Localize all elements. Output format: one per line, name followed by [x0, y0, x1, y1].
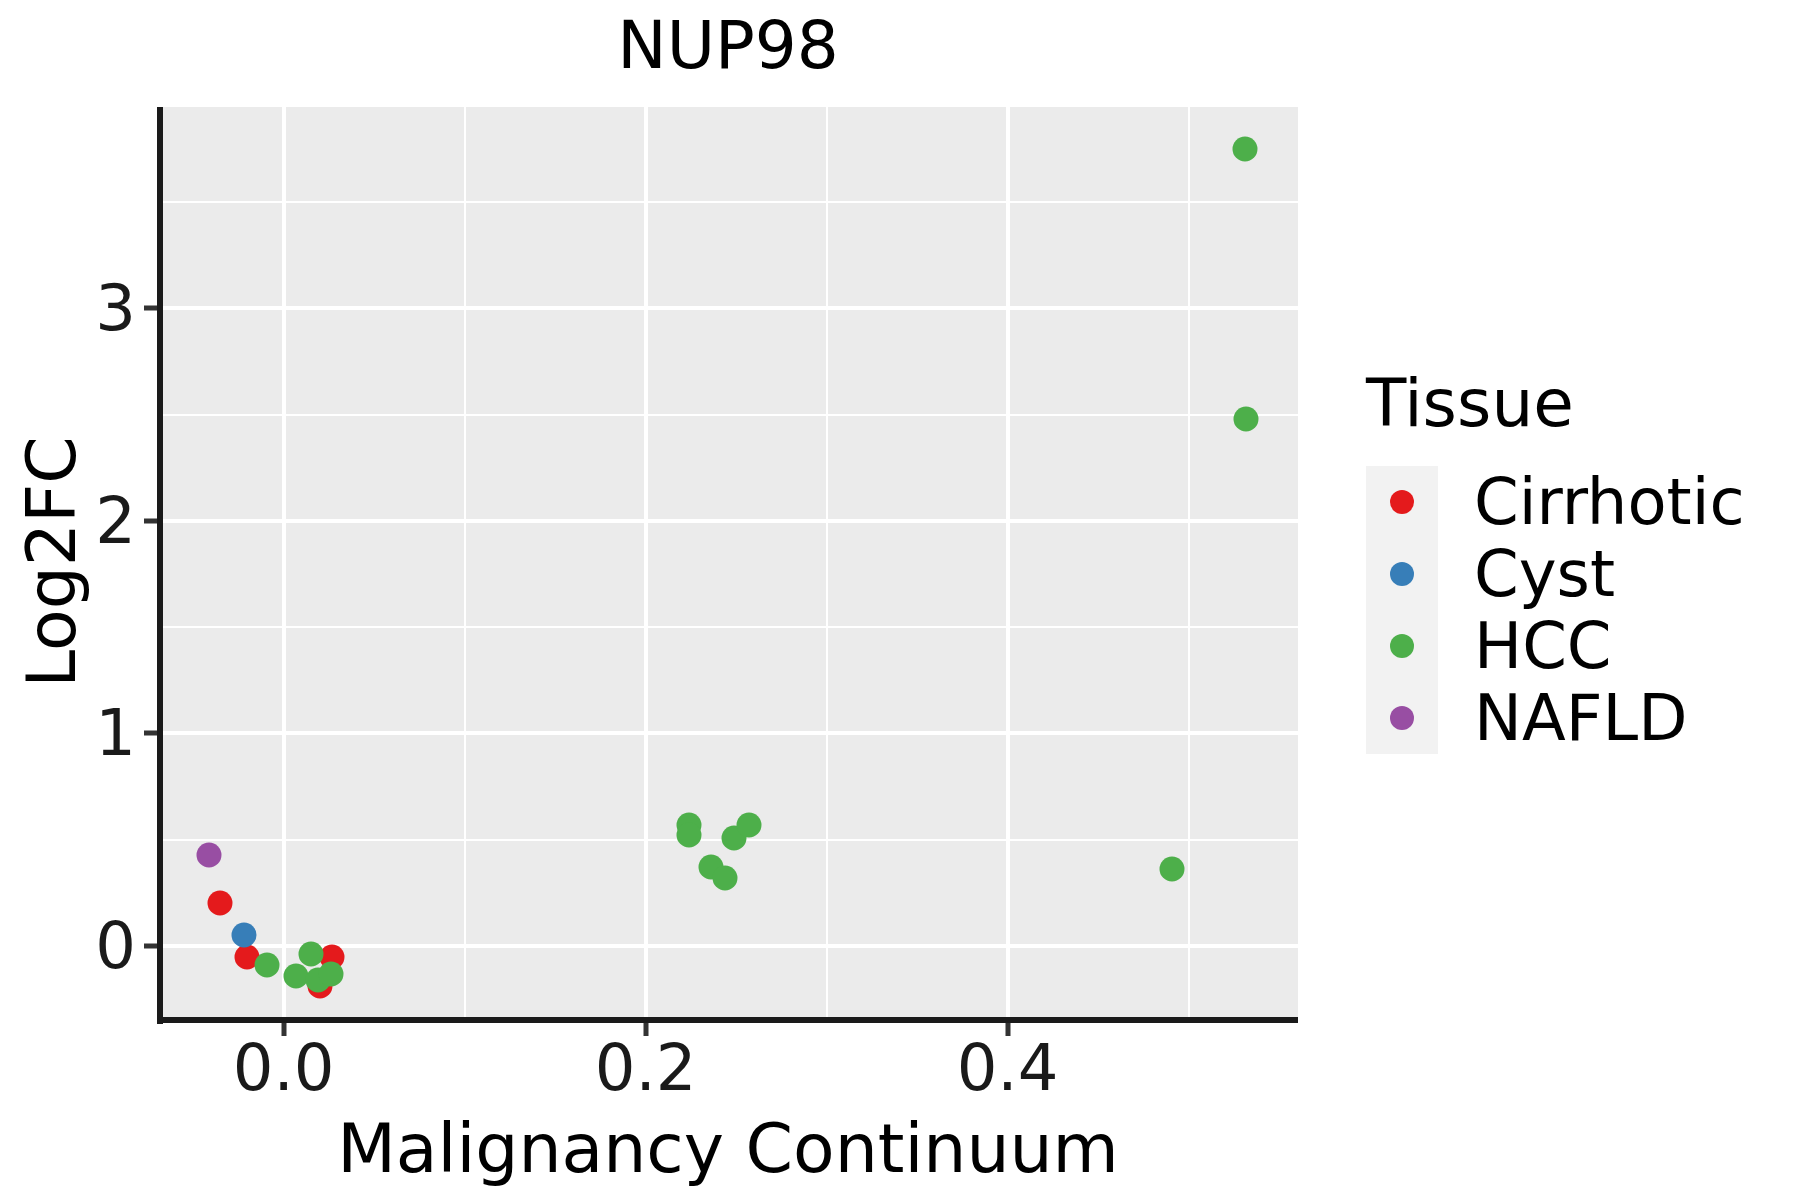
y-tick-mark — [144, 518, 157, 523]
x-tick-label: 0.2 — [595, 1036, 697, 1100]
legend-item-cyst: Cyst — [1366, 538, 1745, 610]
minor-gridline-y — [158, 201, 1298, 203]
legend-key — [1366, 538, 1438, 610]
data-point-hcc — [676, 823, 701, 848]
y-tick-label: 0 — [95, 914, 136, 978]
major-gridline-y — [158, 731, 1298, 735]
major-gridline-y — [158, 306, 1298, 310]
data-point-hcc — [255, 953, 280, 978]
major-gridline-y — [158, 519, 1298, 523]
plot-area — [158, 107, 1298, 1018]
minor-gridline-x — [826, 107, 828, 1018]
cirrhotic-legend-dot-icon — [1390, 490, 1414, 514]
figure: NUP98 0.0 0.2 0.4 0 1 2 3 Malignancy Continuum… — [0, 0, 1800, 1200]
y-tick-label: 1 — [95, 701, 136, 765]
minor-gridline-y — [158, 414, 1298, 416]
data-point-hcc — [1232, 137, 1257, 162]
legend-item-label: NAFLD — [1474, 686, 1687, 750]
legend-key — [1366, 466, 1438, 538]
y-axis-title: Log2FC — [15, 436, 90, 687]
data-point-hcc — [1234, 406, 1259, 431]
minor-gridline-x — [1188, 107, 1190, 1018]
x-axis-title: Malignancy Continuum — [158, 1112, 1298, 1187]
y-tick-label: 2 — [95, 489, 136, 553]
major-gridline-x — [644, 107, 648, 1018]
data-point-hcc — [318, 961, 343, 986]
legend-item-hcc: HCC — [1366, 610, 1745, 682]
chart-title: NUP98 — [158, 10, 1298, 83]
y-tick-mark — [144, 731, 157, 736]
legend-item-label: Cyst — [1474, 542, 1615, 606]
legend-item-cirrhotic: Cirrhotic — [1366, 466, 1745, 538]
legend-item-label: Cirrhotic — [1474, 470, 1745, 534]
major-gridline-x — [282, 107, 286, 1018]
hcc-legend-dot-icon — [1390, 634, 1414, 658]
minor-gridline-x — [464, 107, 466, 1018]
data-point-cyst — [231, 923, 256, 948]
legend-items: Cirrhotic Cyst HCC NAFLD — [1366, 466, 1745, 754]
legend-key — [1366, 682, 1438, 754]
x-tick-label: 0.4 — [957, 1036, 1059, 1100]
data-point-hcc — [298, 942, 323, 967]
legend: Tissue Cirrhotic Cyst HCC NAFLD — [1366, 365, 1745, 754]
data-point-nafld — [197, 842, 222, 867]
y-tick-mark — [144, 943, 157, 948]
x-axis-line — [157, 1017, 1298, 1023]
minor-gridline-y — [158, 626, 1298, 628]
data-point-cirrhotic — [208, 891, 233, 916]
y-tick-mark — [144, 306, 157, 311]
major-gridline-x — [1006, 107, 1010, 1018]
data-point-hcc — [736, 812, 761, 837]
cyst-legend-dot-icon — [1390, 562, 1414, 586]
legend-key — [1366, 610, 1438, 682]
legend-item-nafld: NAFLD — [1366, 682, 1745, 754]
x-tick-label: 0.0 — [233, 1036, 335, 1100]
legend-title: Tissue — [1366, 365, 1745, 443]
y-tick-label: 3 — [95, 276, 136, 340]
y-axis-line — [157, 107, 163, 1024]
legend-item-label: HCC — [1474, 614, 1612, 678]
nafld-legend-dot-icon — [1390, 706, 1414, 730]
data-point-hcc — [713, 865, 738, 890]
data-point-hcc — [1160, 857, 1185, 882]
